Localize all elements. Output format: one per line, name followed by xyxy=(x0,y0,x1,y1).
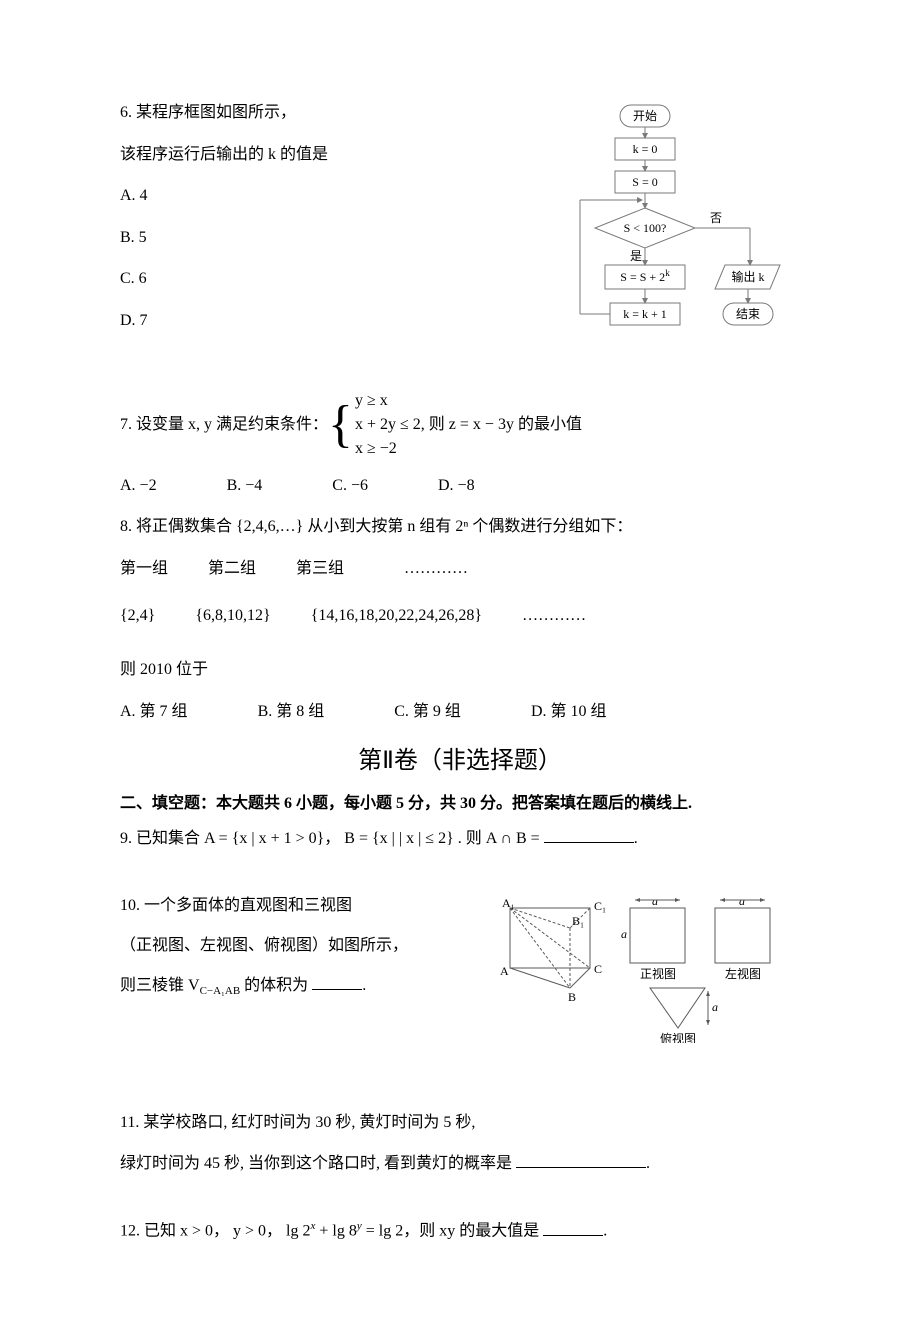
q8-options: A. 第 7 组 B. 第 8 组 C. 第 9 组 D. 第 10 组 xyxy=(120,699,800,725)
q8-h3: 第三组 xyxy=(296,556,344,582)
q8-h1: 第一组 xyxy=(120,556,168,582)
part2-title: 第Ⅱ卷（非选择题） xyxy=(120,742,800,780)
svg-text:k = k + 1: k = k + 1 xyxy=(623,307,667,321)
q8-option-a: A. 第 7 组 xyxy=(120,699,188,725)
q10-l3-pre: 则三棱锥 V xyxy=(120,977,200,994)
q12-pre: 12. 已知 x > 0， y > 0， lg 2 xyxy=(120,1223,311,1240)
svg-text:B₁: B₁ xyxy=(572,914,584,928)
q10-l3-post: 的体积为 xyxy=(240,977,308,994)
q10-figures: A₁ C₁ B₁ A C B a a 正视图 a 左视图 xyxy=(490,893,800,1052)
question-7: 7. 设变量 x, y 满足约束条件： { y ≥ x x + 2y ≤ 2, … xyxy=(120,389,800,499)
q6-option-b: B. 5 xyxy=(120,225,530,251)
q9-text: 9. 已知集合 A = {x | x + 1 > 0}， B = {x | | … xyxy=(120,830,544,847)
q7-options: A. −2 B. −4 C. −6 D. −8 xyxy=(120,473,800,499)
q8-g2: {6,8,10,12} xyxy=(195,603,270,629)
q8-ask: 则 2010 位于 xyxy=(120,657,800,683)
svg-text:左视图: 左视图 xyxy=(725,966,761,981)
svg-text:正视图: 正视图 xyxy=(640,966,676,981)
q8-dots2: ………… xyxy=(522,603,586,629)
svg-text:B: B xyxy=(568,990,576,1004)
q7-system: y ≥ x x + 2y ≤ 2, 则 z = x − 3y 的最小值 x ≥ … xyxy=(355,389,582,461)
q7-stem: 7. 设变量 x, y 满足约束条件： { y ≥ x x + 2y ≤ 2, … xyxy=(120,389,800,461)
q10-line1: 10. 一个多面体的直观图和三视图 xyxy=(120,893,490,919)
q8-stem: 8. 将正偶数集合 {2,4,6,…} 从小到大按第 n 组有 2ⁿ 个偶数进行… xyxy=(120,514,800,540)
svg-text:输出 k: 输出 k xyxy=(731,269,764,284)
q8-groups-header: 第一组 第二组 第三组 ………… xyxy=(120,556,800,594)
svg-text:C₁: C₁ xyxy=(594,899,606,913)
svg-text:A: A xyxy=(500,964,509,978)
q8-option-c: C. 第 9 组 xyxy=(394,699,461,725)
q7-sys3: x ≥ −2 xyxy=(355,437,582,461)
question-10: 10. 一个多面体的直观图和三视图 （正视图、左视图、俯视图）如图所示， 则三棱… xyxy=(120,893,800,1052)
q8-groups-row: {2,4} {6,8,10,12} {14,16,18,20,22,24,26,… xyxy=(120,603,800,641)
svg-text:开始: 开始 xyxy=(633,109,657,123)
q7-option-d: D. −8 xyxy=(438,473,475,499)
svg-text:否: 否 xyxy=(710,211,722,225)
q6-option-d: D. 7 xyxy=(120,308,530,334)
q8-option-b: B. 第 8 组 xyxy=(258,699,325,725)
svg-text:A₁: A₁ xyxy=(502,896,515,910)
q11-blank xyxy=(516,1151,646,1168)
q12-blank xyxy=(543,1219,603,1236)
q6-option-c: C. 6 xyxy=(120,266,530,292)
page: 6. 某程序框图如图所示， 该程序运行后输出的 k 的值是 A. 4 B. 5 … xyxy=(0,0,920,1320)
svg-text:结束: 结束 xyxy=(736,307,760,321)
q8-option-d: D. 第 10 组 xyxy=(531,699,607,725)
q7-pre: 7. 设变量 x, y 满足约束条件： xyxy=(120,412,328,438)
q6-flowchart: 开始 k = 0 S = 0 S < 100? 是 否 xyxy=(530,100,800,369)
q10-text: 10. 一个多面体的直观图和三视图 （正视图、左视图、俯视图）如图所示， 则三棱… xyxy=(120,893,490,1014)
brace-icon: { xyxy=(328,399,353,451)
svg-text:a: a xyxy=(739,894,745,908)
q9-blank xyxy=(544,826,634,843)
section2-intro: 二、填空题：本大题共 6 小题，每小题 5 分，共 30 分。把答案填在题后的横… xyxy=(120,791,800,817)
q11-line1: 11. 某学校路口, 红灯时间为 30 秒, 黄灯时间为 5 秒, xyxy=(120,1110,800,1136)
question-9: 9. 已知集合 A = {x | x + 1 > 0}， B = {x | | … xyxy=(120,826,800,852)
q8-h2: 第二组 xyxy=(208,556,256,582)
q6-option-a: A. 4 xyxy=(120,183,530,209)
q7-sys1: y ≥ x xyxy=(355,389,582,413)
q6-text: 6. 某程序框图如图所示， 该程序运行后输出的 k 的值是 A. 4 B. 5 … xyxy=(120,100,530,350)
svg-text:俯视图: 俯视图 xyxy=(660,1031,696,1043)
q12-eq: = lg 2，则 xy 的最大值是 xyxy=(362,1223,539,1240)
svg-text:a: a xyxy=(652,894,658,908)
question-6: 6. 某程序框图如图所示， 该程序运行后输出的 k 的值是 A. 4 B. 5 … xyxy=(120,100,800,369)
svg-text:S = S + 2k: S = S + 2k xyxy=(620,268,670,284)
svg-text:S < 100?: S < 100? xyxy=(624,221,667,235)
q7-option-a: A. −2 xyxy=(120,473,157,499)
q6-line1: 6. 某程序框图如图所示， xyxy=(120,100,530,126)
q11-line2: 绿灯时间为 45 秒, 当你到这个路口时, 看到黄灯的概率是 xyxy=(120,1155,512,1172)
question-11: 11. 某学校路口, 红灯时间为 30 秒, 黄灯时间为 5 秒, 绿灯时间为 … xyxy=(120,1110,800,1177)
q8-dots1: ………… xyxy=(404,556,468,582)
question-8: 8. 将正偶数集合 {2,4,6,…} 从小到大按第 n 组有 2ⁿ 个偶数进行… xyxy=(120,514,800,724)
q10-line2: （正视图、左视图、俯视图）如图所示， xyxy=(120,933,490,959)
svg-text:a: a xyxy=(712,1000,718,1014)
q7-sys2: x + 2y ≤ 2, 则 z = x − 3y 的最小值 xyxy=(355,413,582,437)
q8-g1: {2,4} xyxy=(120,603,155,629)
q10-blank xyxy=(312,973,362,990)
svg-text:C: C xyxy=(594,962,602,976)
svg-text:是: 是 xyxy=(630,249,642,263)
q8-g3: {14,16,18,20,22,24,26,28} xyxy=(311,603,482,629)
svg-text:a: a xyxy=(621,927,627,941)
q7-option-c: C. −6 xyxy=(332,473,368,499)
question-12: 12. 已知 x > 0， y > 0， lg 2x + lg 8y = lg … xyxy=(120,1218,800,1244)
q7-option-b: B. −4 xyxy=(227,473,263,499)
svg-text:S = 0: S = 0 xyxy=(632,175,657,189)
svg-text:k = 0: k = 0 xyxy=(633,142,658,156)
q12-plus: + lg 8 xyxy=(315,1223,356,1240)
q10-line3: 则三棱锥 VC−A₁AB 的体积为 . xyxy=(120,973,490,1001)
q6-line2: 该程序运行后输出的 k 的值是 xyxy=(120,142,530,168)
q10-l3-sub: C−A₁AB xyxy=(200,985,241,997)
q11-line2-wrap: 绿灯时间为 45 秒, 当你到这个路口时, 看到黄灯的概率是 . xyxy=(120,1151,800,1177)
